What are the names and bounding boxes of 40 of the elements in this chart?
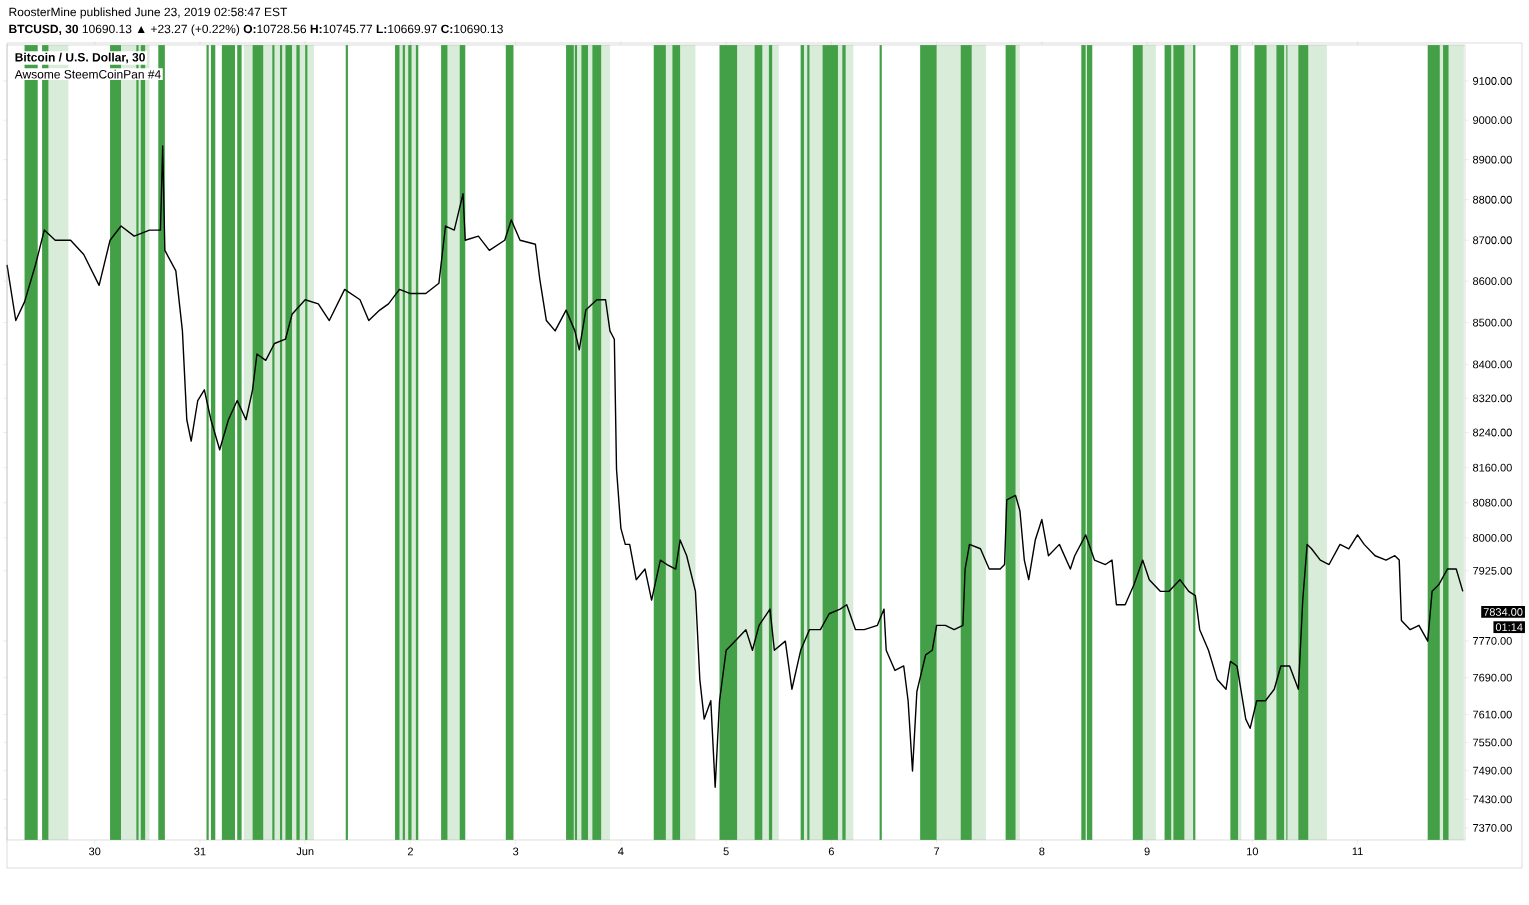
y-tick-label: 8000.00 [1473,534,1512,542]
y-tick-label: 9000.00 [1473,116,1512,125]
x-tick-label: Jun [296,847,314,856]
y-tick-label: 8500.00 [1473,318,1512,327]
y-tick-label: 8800.00 [1473,195,1512,204]
annotation: 7834.00 [1483,608,1523,616]
x-tick-label: 8 [1039,847,1045,856]
y-tick-label: 7550.00 [1473,738,1512,747]
y-tick-label: 8900.00 [1473,155,1512,164]
y-tick-label: 7610.00 [1473,710,1512,719]
x-tick-label: 5 [723,847,729,856]
y-tick-label: 8080.00 [1473,498,1512,507]
text: BTCUSD, 30 10690.13 ▲ +23.27 (+0.22%) O:10728.56 H:10745.77 L:10669.97 C:10690.13 [9,24,503,36]
x-tick-label: 31 [194,847,206,856]
x-tick-label: 6 [828,847,834,856]
y-tick-label: 8160.00 [1473,463,1512,472]
x-tick-label: 30 [89,847,101,856]
y-tick-label: 7925.00 [1473,566,1512,575]
y-tick-label: 8700.00 [1473,236,1512,245]
y-tick-label: 8400.00 [1473,360,1512,369]
text: 01:14 [1495,623,1523,632]
y-tick-label: 7490.00 [1473,766,1512,775]
x-tick-label: 3 [513,847,519,856]
y-tick-label: 9100.00 [1473,77,1512,85]
text: Bitcoin / U.S. Dollar, 30 [15,52,145,64]
x-tick-label: 9 [1144,847,1150,856]
y-tick-label: 7690.00 [1473,673,1512,682]
y-tick-label: 8240.00 [1473,428,1512,437]
x-tick-label: 4 [618,847,624,856]
x-tick-label: 2 [407,847,413,856]
y-tick-label: 7430.00 [1473,795,1512,804]
x-tick-label: 11 [1352,847,1363,856]
x-tick-label: 10 [1247,847,1258,856]
y-tick-label: 8320.00 [1473,394,1512,403]
y-tick-label: 8600.00 [1473,277,1512,286]
text: Awsome SteemCoinPan #4 [14,69,161,79]
y-tick-label: 7770.00 [1473,636,1512,645]
text: RoosterMine published June 23, 2019 02:58:47 EST [9,7,288,19]
x-tick-label: 7 [934,847,940,856]
y-tick-label: 7370.00 [1473,823,1512,832]
